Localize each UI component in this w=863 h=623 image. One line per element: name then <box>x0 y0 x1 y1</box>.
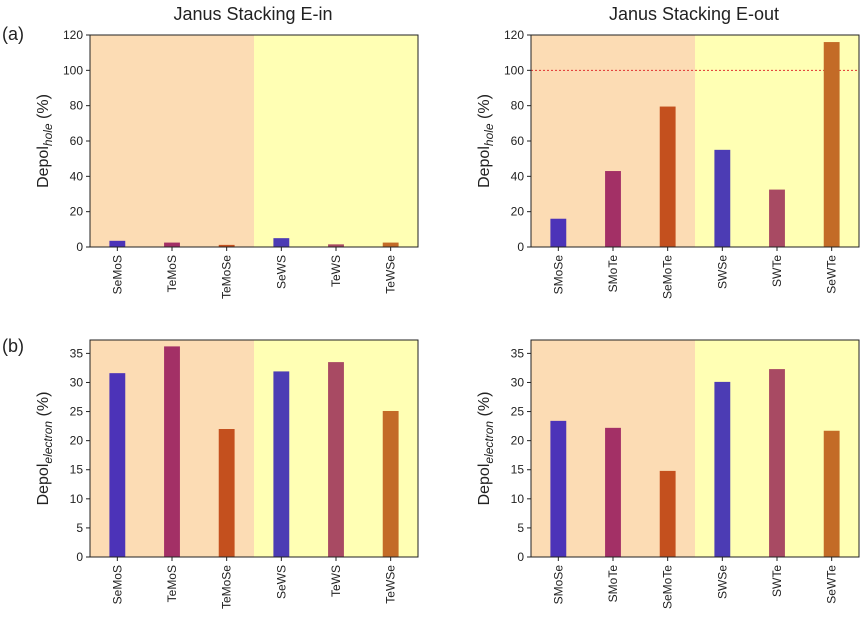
bar-semote <box>659 470 676 557</box>
y-tick-label: 10 <box>70 492 84 506</box>
y-tick-label: 25 <box>511 405 525 419</box>
y-tick-label: 10 <box>511 492 525 506</box>
y-tick-label: 0 <box>76 240 83 254</box>
row-label-a: (a) <box>2 24 24 44</box>
x-tick-label: SWTe <box>770 565 784 597</box>
chart-panel-electron-e-in: 0 5 10 15 20 25 30 35 SeMoS TeMoS TeMoSe SeWS TeWS Te… <box>35 339 419 609</box>
bar-swte <box>769 369 785 557</box>
y-tick-label: 15 <box>511 463 525 477</box>
bar-sewte <box>823 430 840 557</box>
y-tick-label: 0 <box>517 550 524 564</box>
bar-tewse <box>382 410 399 557</box>
bar-temos <box>164 242 180 247</box>
column-title-left: Janus Stacking E-in <box>173 4 332 24</box>
x-tick-label: TeMoS <box>165 255 179 292</box>
y-tick-label: 0 <box>76 550 83 564</box>
y-tick-label: 120 <box>504 28 524 42</box>
y-axis-label: Depolhole (%) <box>476 94 496 188</box>
y-tick-label: 20 <box>511 434 525 448</box>
y-tick-label: 40 <box>511 169 525 183</box>
y-tick-label: 35 <box>70 346 84 360</box>
bar-sews <box>273 371 290 557</box>
column-title-right: Janus Stacking E-out <box>609 4 779 24</box>
y-tick-label: 30 <box>511 375 525 389</box>
y-tick-label: 20 <box>70 434 84 448</box>
axes-frame <box>530 339 860 558</box>
x-tick-label: SeMoTe <box>661 565 675 609</box>
x-tick-label: TeMoSe <box>220 565 234 609</box>
y-tick-label: 20 <box>70 205 84 219</box>
x-tick-label: SeWTe <box>825 565 839 604</box>
bar-swse <box>714 381 731 557</box>
x-tick-label: SeMoS <box>110 565 124 604</box>
y-tick-label: 60 <box>511 134 525 148</box>
y-tick-label: 35 <box>511 346 525 360</box>
x-tick-label: SeWS <box>274 255 288 289</box>
y-tick-label: 30 <box>70 375 84 389</box>
axes-frame <box>89 339 419 558</box>
bar-temose <box>218 244 235 247</box>
bar-swte <box>769 189 785 247</box>
x-tick-label: SWSe <box>715 565 729 599</box>
x-tick-label: SWSe <box>715 255 729 289</box>
bar-sewte <box>823 42 840 247</box>
bar-smote <box>605 171 621 247</box>
x-tick-label: TeMoSe <box>220 255 234 299</box>
bar-semos <box>109 240 126 247</box>
x-tick-label: SWTe <box>770 255 784 287</box>
x-tick-label: SMoSe <box>551 255 565 295</box>
y-tick-label: 5 <box>517 521 524 535</box>
y-axis-label: Depolhole (%) <box>35 94 55 188</box>
x-tick-label: SeMoS <box>110 255 124 294</box>
bar-semote <box>659 106 676 247</box>
y-tick-label: 5 <box>76 521 83 535</box>
shaded-region-orange <box>90 35 254 247</box>
x-tick-label: TeMoS <box>165 565 179 602</box>
y-tick-label: 60 <box>70 134 84 148</box>
x-tick-label: TeWS <box>329 565 343 597</box>
x-tick-label: SMoTe <box>606 255 620 293</box>
bar-smose <box>550 218 567 247</box>
shaded-region-yellow <box>254 35 418 247</box>
y-axis-label: Depolelectron (%) <box>476 392 496 506</box>
bar-tews <box>328 362 344 557</box>
chart-panel-electron-e-out: 0 5 10 15 20 25 30 35 SMoSe SMoTe SeMoTe SWSe SWTe Se… <box>476 339 860 609</box>
y-tick-label: 100 <box>504 63 524 77</box>
bar-tews <box>328 244 344 247</box>
x-tick-label: SeWS <box>274 565 288 599</box>
x-tick-label: SeWTe <box>825 255 839 294</box>
y-tick-label: 100 <box>63 63 83 77</box>
chart-panel-hole-e-out: 0 20 40 60 80 100 120 SMoSe SMoTe SeMoTe SWSe SWTe S… <box>476 28 860 299</box>
bar-tewse <box>382 242 399 247</box>
y-tick-label: 20 <box>511 205 525 219</box>
bar-sews <box>273 238 290 247</box>
x-tick-label: TeWS <box>329 255 343 287</box>
bar-smote <box>605 427 621 557</box>
y-tick-label: 25 <box>70 405 84 419</box>
y-tick-label: 80 <box>511 99 525 113</box>
x-tick-label: SMoTe <box>606 565 620 603</box>
x-tick-label: SeMoTe <box>661 255 675 299</box>
bar-smose <box>550 420 567 557</box>
y-tick-label: 120 <box>63 28 83 42</box>
x-tick-label: TeWSe <box>384 255 398 294</box>
y-tick-label: 40 <box>70 169 84 183</box>
x-tick-label: SMoSe <box>551 565 565 605</box>
x-tick-label: TeWSe <box>384 565 398 604</box>
y-tick-label: 80 <box>70 99 84 113</box>
y-tick-label: 0 <box>517 240 524 254</box>
bar-temose <box>218 429 235 557</box>
bar-semos <box>109 373 126 557</box>
y-axis-label: Depolelectron (%) <box>35 392 55 506</box>
bar-temos <box>164 346 180 557</box>
row-label-b: (b) <box>2 336 24 356</box>
y-tick-label: 15 <box>70 463 84 477</box>
chart-panel-hole-e-in: 0 20 40 60 80 100 120 SeMoS TeMoS TeMoSe SeWS TeWS T… <box>35 28 419 299</box>
bar-swse <box>714 149 731 247</box>
